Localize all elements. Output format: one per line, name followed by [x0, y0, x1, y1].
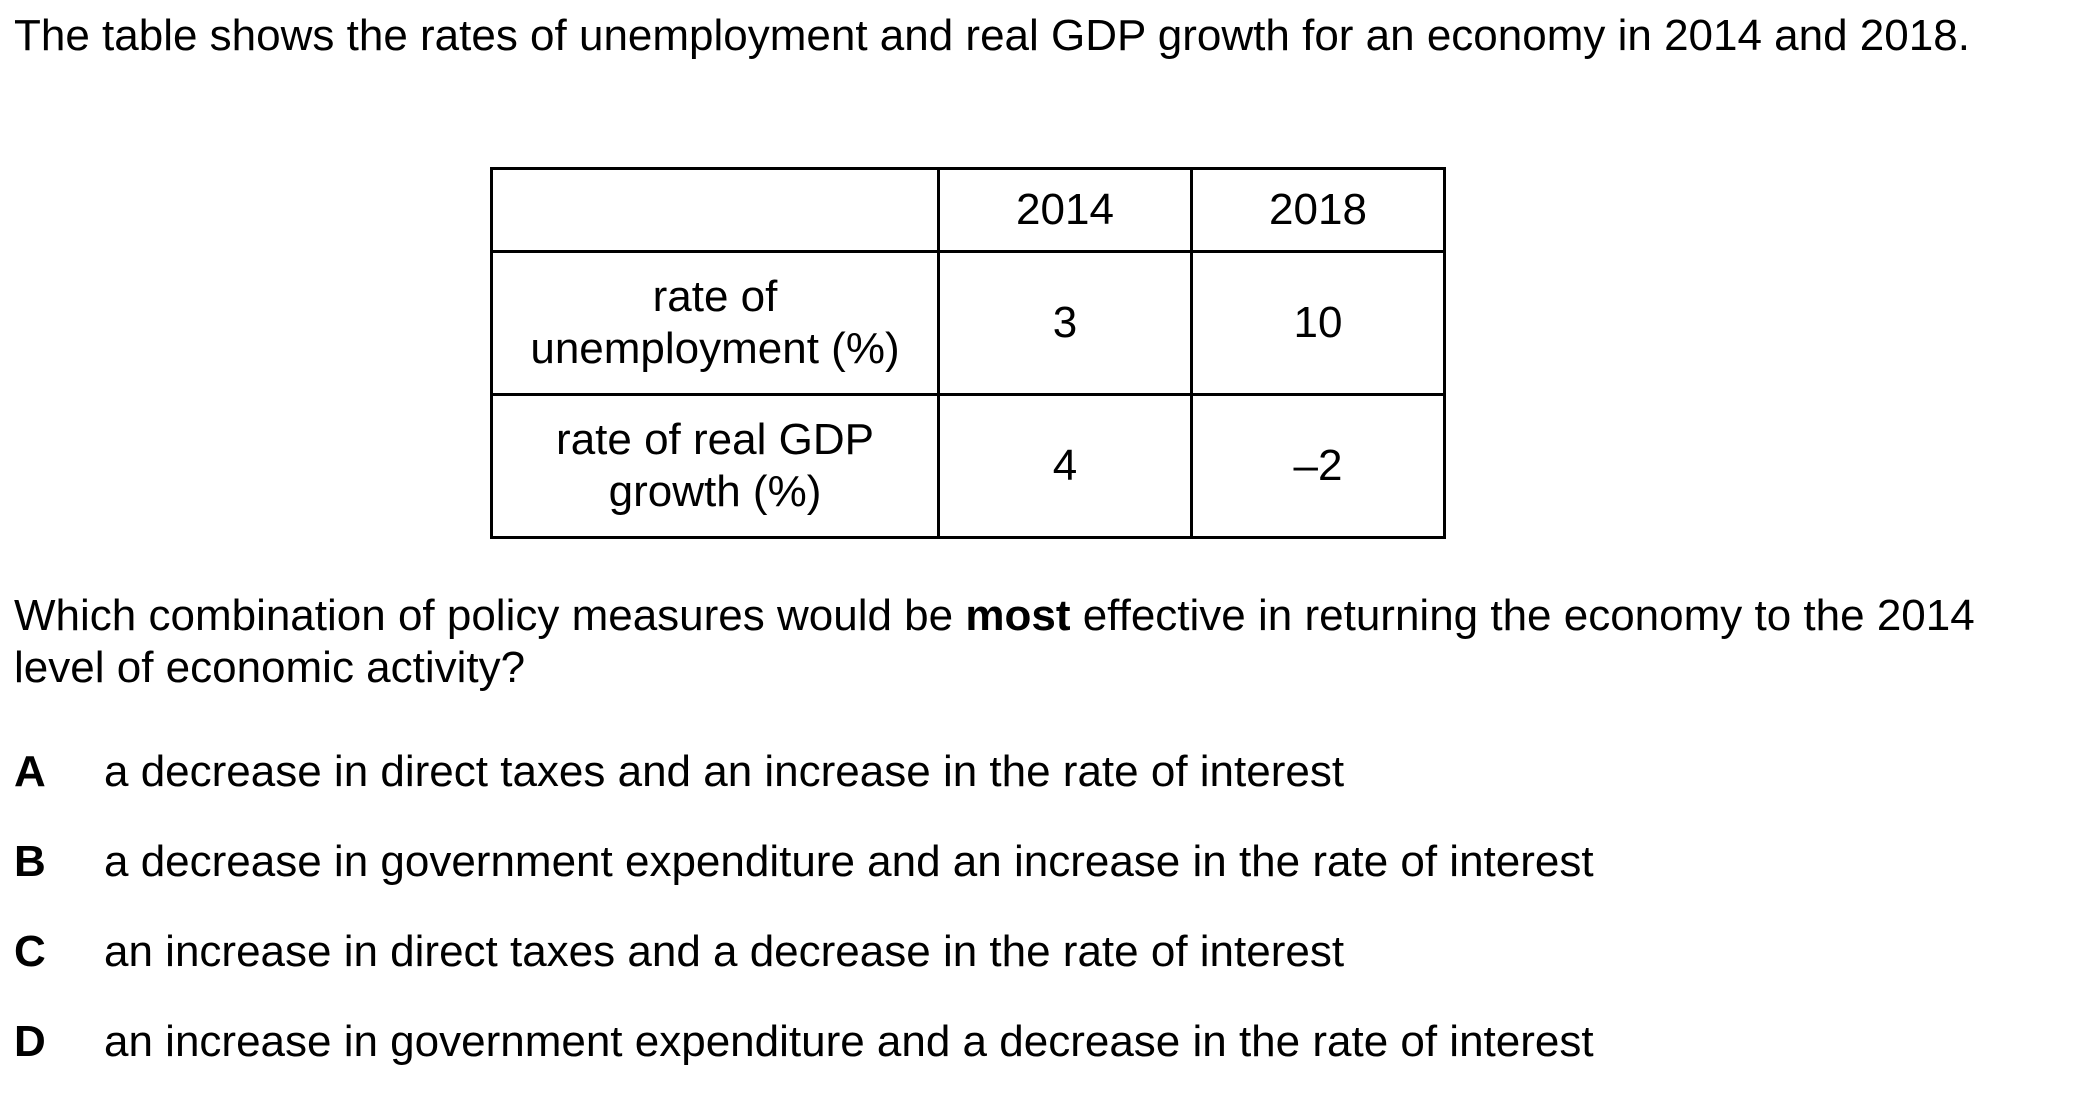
row-label-unemployment: rate of unemployment (%)	[490, 250, 940, 396]
row-label-gdp-growth: rate of real GDP growth (%)	[490, 393, 940, 539]
table-row-gdp-growth: rate of real GDP growth (%) 4 –2	[490, 393, 1446, 539]
row-label-gdp-growth-line1: rate of real GDP	[556, 415, 874, 464]
option-b-letter: B	[14, 837, 46, 886]
option-d-text: an increase in government expenditure an…	[104, 1017, 1594, 1066]
option-c-letter: C	[14, 927, 46, 976]
cell-unemployment-2018: 10	[1190, 250, 1446, 396]
question-text: Which combination of policy measures wou…	[14, 590, 2024, 694]
row-label-gdp-growth-line2: growth (%)	[608, 467, 822, 516]
row-label-unemployment-line2: unemployment (%)	[530, 324, 900, 373]
option-b-text: a decrease in government expenditure and…	[104, 837, 1594, 886]
table-header-empty	[490, 167, 940, 253]
data-table: 2014 2018 rate of unemployment (%) 3 10 …	[490, 167, 1446, 539]
question-text-end: effective in returning the economy to th…	[14, 591, 1975, 692]
option-a-letter: A	[14, 747, 46, 796]
cell-gdp-growth-2014: 4	[937, 393, 1193, 539]
cell-gdp-growth-2018: –2	[1190, 393, 1446, 539]
table-header-2018: 2018	[1190, 167, 1446, 253]
question-text-start: Which combination of policy measures wou…	[14, 591, 966, 640]
table-row-unemployment: rate of unemployment (%) 3 10	[490, 250, 1446, 396]
cell-unemployment-2014: 3	[937, 250, 1193, 396]
table-header-2014: 2014	[937, 167, 1193, 253]
option-a-text: a decrease in direct taxes and an increa…	[104, 747, 1345, 796]
option-d-letter: D	[14, 1017, 46, 1066]
intro-text: The table shows the rates of unemploymen…	[14, 11, 1970, 60]
row-label-unemployment-line1: rate of	[652, 272, 778, 321]
question-text-emphasis: most	[965, 591, 1071, 640]
option-c-text: an increase in direct taxes and a decrea…	[104, 927, 1345, 976]
table-header-row: 2014 2018	[490, 167, 1446, 253]
